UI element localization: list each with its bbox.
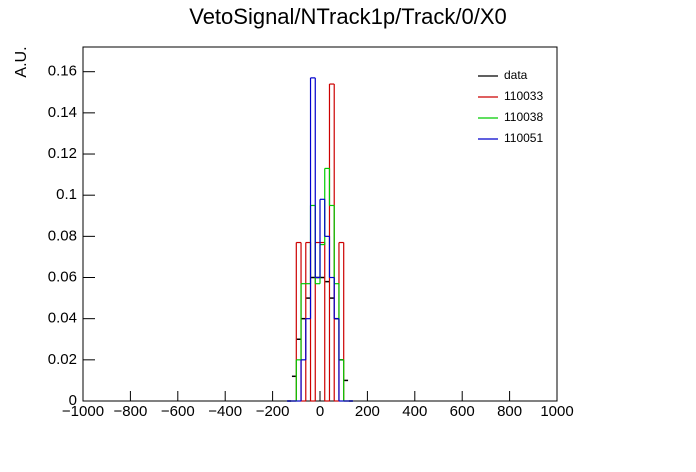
y-tick-label: 0.1 (56, 186, 77, 203)
x-tick-label: 1000 (540, 403, 573, 420)
x-tick-label: 800 (497, 403, 522, 420)
y-axis-label: A.U. (13, 46, 30, 77)
y-tick-label: 0.02 (48, 351, 77, 368)
x-tick-label: −1000 (62, 403, 104, 420)
x-tick-label: 0 (316, 403, 324, 420)
x-tick-label: 400 (402, 403, 427, 420)
y-tick-label: 0.06 (48, 268, 77, 285)
legend-label: data (504, 68, 528, 82)
x-tick-label: −200 (256, 403, 290, 420)
x-tick-label: −800 (114, 403, 148, 420)
x-tick-label: 200 (355, 403, 380, 420)
legend-label: 110038 (504, 110, 543, 124)
y-tick-label: 0.16 (48, 63, 77, 80)
y-tick-label: 0.12 (48, 145, 77, 162)
x-tick-label: 600 (450, 403, 475, 420)
y-tick-label: 0 (69, 392, 77, 409)
x-tick-label: −600 (161, 403, 195, 420)
y-tick-label: 0.08 (48, 227, 77, 244)
x-tick-label: −400 (208, 403, 242, 420)
y-tick-label: 0.14 (48, 104, 77, 121)
chart-title: VetoSignal/NTrack1p/Track/0/X0 (189, 4, 507, 29)
y-tick-label: 0.04 (48, 310, 77, 327)
legend-label: 110051 (504, 131, 543, 145)
legend-label: 110033 (504, 89, 543, 103)
